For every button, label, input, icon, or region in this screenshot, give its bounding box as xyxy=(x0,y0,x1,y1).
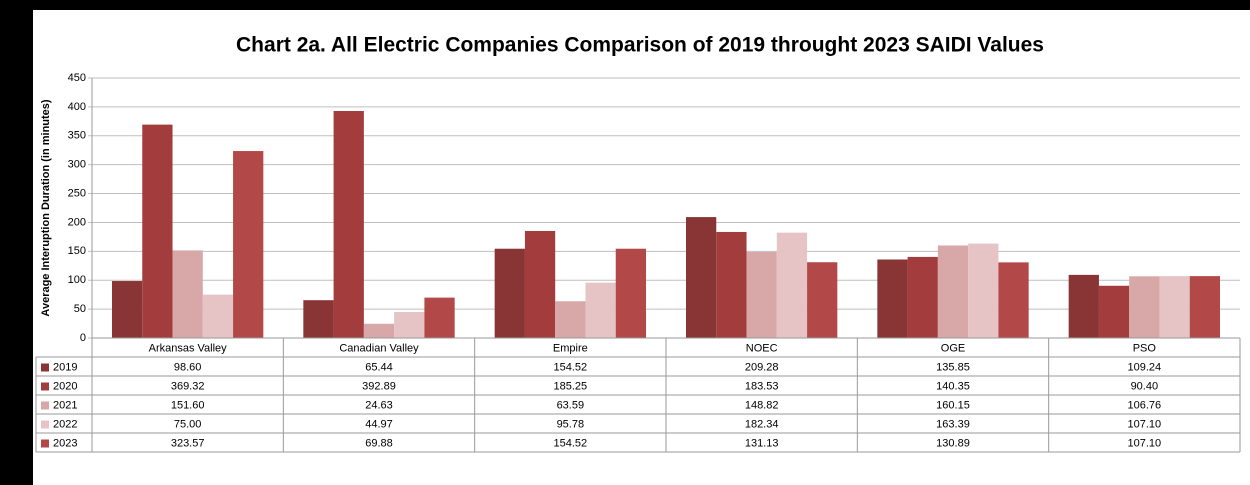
frame-top xyxy=(0,0,1250,10)
table-value: 107.10 xyxy=(1128,418,1162,430)
bar xyxy=(233,151,264,338)
y-tick-label: 450 xyxy=(68,72,86,84)
bar xyxy=(907,256,938,338)
table-value: 154.52 xyxy=(554,361,588,373)
table-value: 392.89 xyxy=(362,380,396,392)
bar xyxy=(937,245,969,338)
table-value: 24.63 xyxy=(365,399,393,411)
legend-swatch xyxy=(41,439,49,448)
table-value: 69.88 xyxy=(365,437,393,449)
legend-label: 2020 xyxy=(53,380,77,392)
y-tick-label: 0 xyxy=(80,332,86,344)
table-value: 209.28 xyxy=(745,361,779,373)
table-value: 148.82 xyxy=(745,399,779,411)
table-value: 75.00 xyxy=(174,418,202,430)
legend-swatch xyxy=(41,420,49,429)
bar xyxy=(555,301,586,338)
bar xyxy=(363,323,395,338)
x-tick-label: NOEC xyxy=(746,342,778,354)
table-value: 135.85 xyxy=(936,361,970,373)
table-value: 185.25 xyxy=(554,380,588,392)
bar xyxy=(1189,276,1220,338)
legend-label: 2022 xyxy=(53,418,77,430)
y-tick-label: 400 xyxy=(68,101,86,113)
table-value: 131.13 xyxy=(745,437,779,449)
y-tick-label: 250 xyxy=(68,187,86,199)
bar xyxy=(142,124,173,338)
table-value: 63.59 xyxy=(557,399,585,411)
bar xyxy=(172,250,203,338)
bar xyxy=(1129,276,1160,338)
legend-swatch xyxy=(41,401,49,410)
legend-label: 2021 xyxy=(53,399,77,411)
y-tick-label: 300 xyxy=(68,159,86,171)
bar xyxy=(746,252,777,338)
y-tick-label: 100 xyxy=(68,274,86,286)
table-value: 44.97 xyxy=(365,418,393,430)
y-axis-label: Average Interuption Duration (in minutes… xyxy=(40,99,52,316)
bar xyxy=(877,259,908,338)
table-value: 369.32 xyxy=(171,380,205,392)
table-value: 106.76 xyxy=(1128,399,1162,411)
table-value: 182.34 xyxy=(745,418,779,430)
table-value: 95.78 xyxy=(557,418,585,430)
bar xyxy=(303,300,334,338)
x-tick-label: Canadian Valley xyxy=(339,342,419,354)
legend-label: 2019 xyxy=(53,361,77,373)
table-value: 163.39 xyxy=(936,418,970,430)
x-tick-label: Arkansas Valley xyxy=(149,342,228,354)
chart-title: Chart 2a. All Electric Companies Compari… xyxy=(236,34,1044,57)
y-tick-label: 150 xyxy=(68,245,86,257)
bar xyxy=(615,248,646,338)
table-value: 323.57 xyxy=(171,437,205,449)
bar xyxy=(807,262,838,338)
bar xyxy=(202,294,234,338)
table-value: 130.89 xyxy=(936,437,970,449)
bar xyxy=(776,232,808,338)
legend-swatch xyxy=(41,382,49,391)
bar xyxy=(585,282,616,338)
bar xyxy=(686,217,717,338)
bar xyxy=(424,297,455,338)
bar xyxy=(998,262,1029,338)
bar xyxy=(1098,285,1130,338)
table-value: 160.15 xyxy=(936,399,970,411)
x-tick-label: PSO xyxy=(1133,342,1157,354)
bar xyxy=(1068,274,1099,338)
table-value: 109.24 xyxy=(1128,361,1162,373)
frame-left xyxy=(0,0,33,485)
y-tick-label: 350 xyxy=(68,130,86,142)
table-value: 151.60 xyxy=(171,399,205,411)
y-tick-label: 200 xyxy=(68,216,86,228)
table-value: 140.35 xyxy=(936,380,970,392)
table-value: 107.10 xyxy=(1128,437,1162,449)
bar xyxy=(333,110,364,338)
table-value: 90.40 xyxy=(1131,380,1159,392)
bar xyxy=(716,231,747,338)
bar xyxy=(494,248,525,338)
y-tick-label: 50 xyxy=(74,303,86,315)
legend-label: 2023 xyxy=(53,437,77,449)
bar xyxy=(394,312,425,338)
table-value: 183.53 xyxy=(745,380,779,392)
bar xyxy=(524,230,556,338)
legend-swatch xyxy=(41,363,49,372)
table-value: 98.60 xyxy=(174,361,202,373)
bar xyxy=(968,243,999,338)
bar xyxy=(112,281,143,338)
bar xyxy=(1159,276,1190,338)
x-tick-label: OGE xyxy=(941,342,965,354)
table-value: 65.44 xyxy=(365,361,393,373)
x-tick-label: Empire xyxy=(553,342,588,354)
table-value: 154.52 xyxy=(554,437,588,449)
